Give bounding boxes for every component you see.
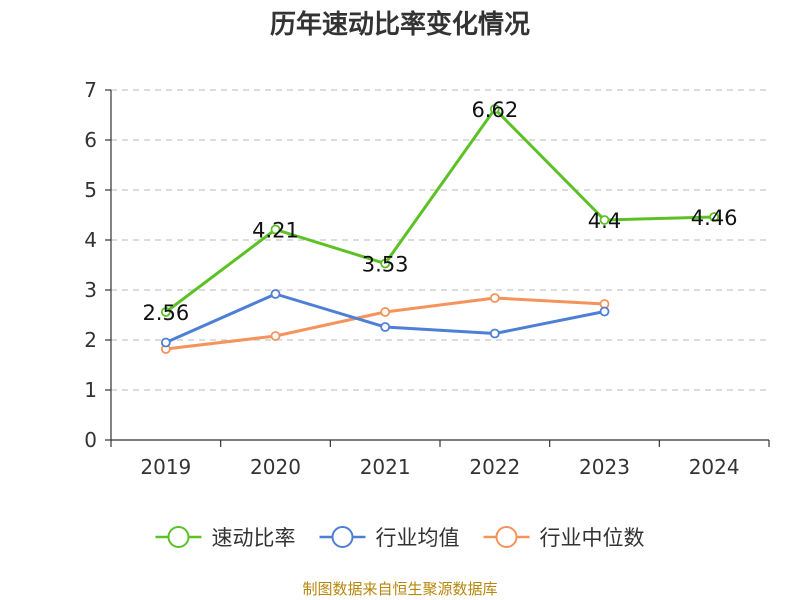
x-tick-label: 2020 — [250, 455, 301, 479]
data-label: 4.46 — [691, 206, 738, 230]
series-line — [164, 107, 715, 314]
y-tick-label: 1 — [84, 378, 97, 402]
legend-item[interactable]: 行业中位数 — [483, 526, 645, 550]
series-lines — [160, 104, 720, 354]
data-point[interactable] — [489, 104, 500, 114]
data-point[interactable] — [270, 289, 281, 299]
x-tick-label: 2019 — [140, 455, 191, 479]
data-point[interactable] — [599, 306, 610, 317]
y-tick-label: 4 — [84, 228, 97, 252]
y-tick-label: 0 — [84, 428, 97, 452]
chart-title: 历年速动比率变化情况 — [269, 10, 530, 40]
data-label: 3.53 — [362, 253, 409, 277]
data-point[interactable] — [489, 293, 500, 303]
data-label: 6.62 — [471, 98, 518, 122]
data-point[interactable] — [380, 258, 391, 269]
legend-item[interactable]: 行业均值 — [319, 526, 460, 550]
legend-item[interactable]: 速动比率 — [155, 526, 296, 550]
data-point[interactable] — [599, 215, 610, 225]
legend-label: 速动比率 — [212, 526, 296, 550]
data-point[interactable] — [270, 331, 281, 341]
legend[interactable]: 速动比率 行业均值 行业中位数 — [155, 526, 645, 550]
legend-marker — [167, 526, 190, 548]
y-tick-label: 6 — [84, 128, 97, 152]
y-tick-label: 3 — [84, 278, 97, 302]
legend-marker — [331, 526, 354, 548]
y-tick-label: 5 — [84, 178, 97, 202]
data-point[interactable] — [380, 322, 391, 332]
axes: 0 1 2 3 4 5 6 7 2019 2020 2021 2022 2023 2024 — [84, 78, 770, 479]
data-label: 4.21 — [252, 219, 299, 243]
data-label: 4.4 — [588, 209, 621, 233]
x-tick-label: 2023 — [579, 455, 630, 479]
legend-marker — [495, 526, 518, 548]
source-note: 制图数据来自恒生聚源数据库 — [302, 580, 498, 598]
data-point[interactable] — [489, 328, 500, 339]
legend-label: 行业中位数 — [540, 526, 645, 550]
y-tick-label: 2 — [84, 328, 97, 352]
data-point[interactable] — [160, 307, 171, 317]
x-tick-label: 2022 — [469, 455, 520, 479]
x-tick-label: 2021 — [360, 455, 411, 479]
y-tick-label: 7 — [84, 78, 97, 102]
data-labels: 2.56 4.21 3.53 6.62 4.4 4.46 — [142, 98, 737, 325]
data-label: 2.56 — [142, 301, 189, 325]
data-point[interactable] — [160, 337, 171, 348]
data-point[interactable] — [380, 307, 391, 317]
data-point[interactable] — [270, 224, 281, 235]
data-point[interactable] — [709, 212, 720, 222]
x-tick-label: 2024 — [689, 455, 740, 479]
legend-label: 行业均值 — [376, 526, 460, 550]
